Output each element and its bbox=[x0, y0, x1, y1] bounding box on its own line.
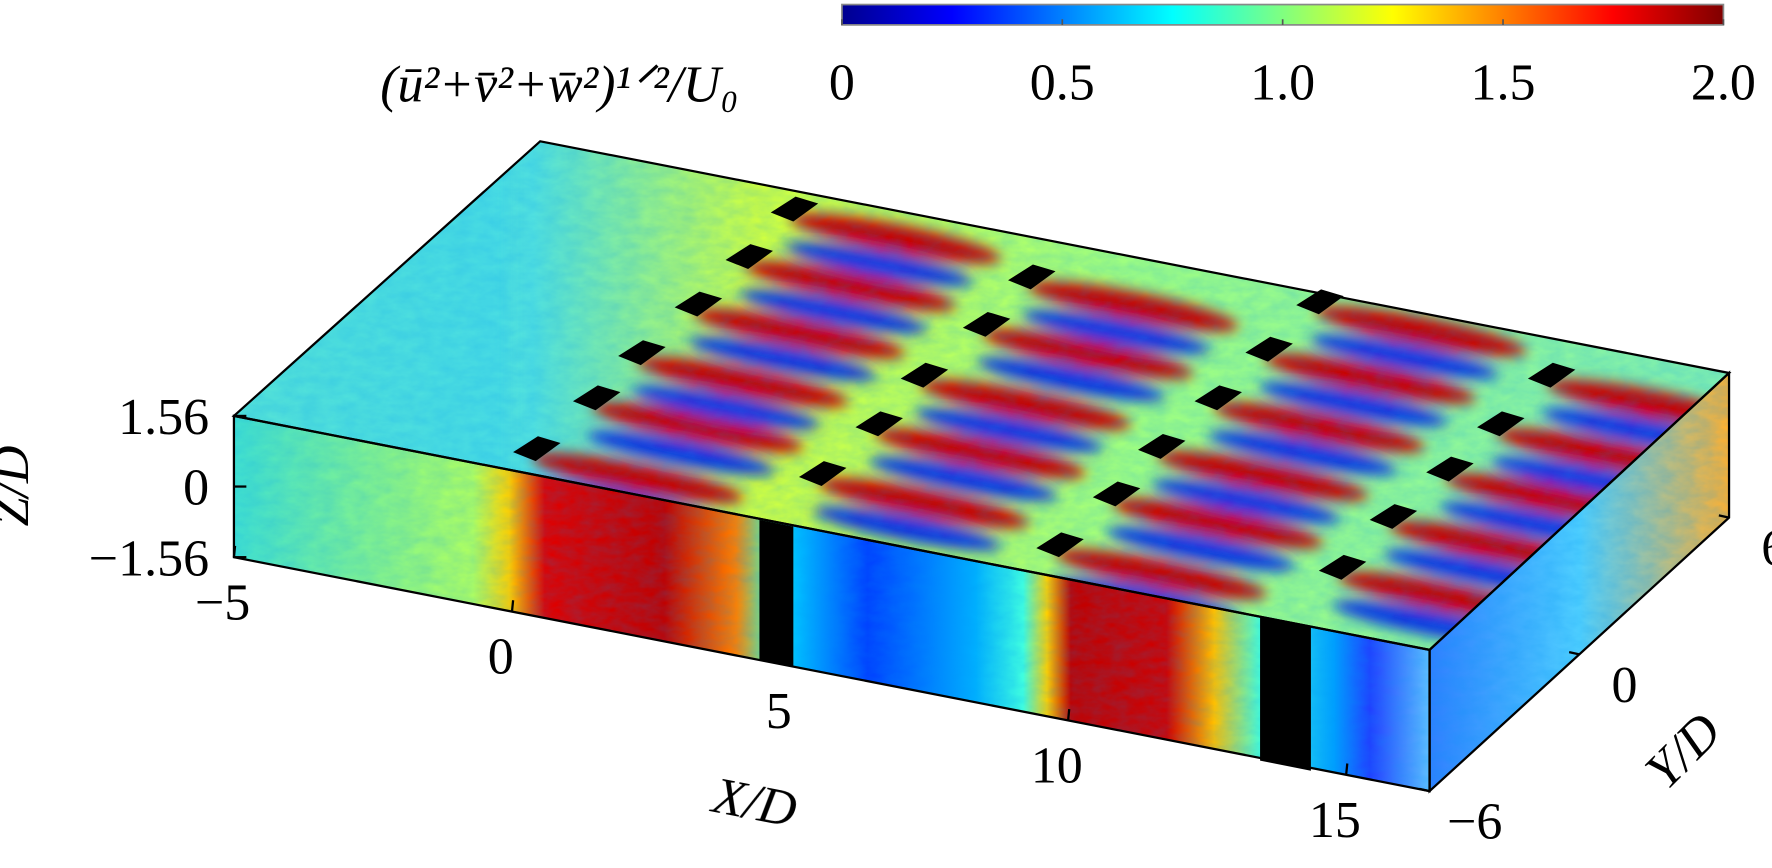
cylinder bbox=[1245, 336, 1293, 362]
x-tick-label: 10 bbox=[1031, 738, 1083, 795]
y-tick-label: −6 bbox=[1447, 794, 1502, 851]
cylinder bbox=[1092, 481, 1141, 507]
x-tick bbox=[510, 600, 515, 612]
y-axis-label: Y/D bbox=[1635, 702, 1732, 799]
cylinder bbox=[572, 385, 621, 411]
y-tick bbox=[1419, 787, 1430, 793]
z-tick-label: 0 bbox=[183, 460, 209, 517]
cylinder bbox=[798, 461, 847, 486]
cylinder-section bbox=[759, 519, 794, 667]
cylinders bbox=[513, 196, 1576, 580]
colorbar-tick-label: 1.0 bbox=[1250, 54, 1315, 111]
colorbar-tick-label: 0.5 bbox=[1030, 54, 1095, 111]
z-tick-label: −1.56 bbox=[89, 530, 209, 587]
colorbar-tick-label: 1.5 bbox=[1471, 54, 1536, 111]
y-tick bbox=[1718, 514, 1730, 519]
cylinder bbox=[855, 411, 903, 437]
cylinder bbox=[1318, 554, 1367, 580]
z-tick-label: 1.56 bbox=[118, 389, 209, 446]
x-tick-label: 0 bbox=[488, 629, 514, 686]
cylinder bbox=[1036, 532, 1084, 558]
x-tick bbox=[788, 654, 793, 667]
x-tick bbox=[1066, 708, 1071, 721]
cylinder bbox=[1138, 434, 1186, 459]
z-axis-label: Z/D bbox=[0, 446, 40, 527]
cylinder bbox=[770, 196, 819, 222]
cylinder bbox=[513, 436, 561, 462]
x-tick bbox=[232, 545, 237, 558]
cylinder bbox=[725, 244, 773, 270]
top-texture bbox=[233, 141, 1730, 650]
cylinder bbox=[962, 311, 1011, 337]
front-texture bbox=[233, 415, 1430, 792]
cylinder bbox=[618, 340, 666, 366]
cylinder bbox=[900, 362, 949, 388]
cylinder bbox=[1527, 362, 1576, 388]
cylinder bbox=[1194, 385, 1242, 411]
cylinder bbox=[1426, 456, 1474, 482]
side-texture bbox=[1429, 372, 1730, 792]
x-axis-label: X/D bbox=[706, 767, 801, 839]
colorbar-tick-label: 2.0 bbox=[1691, 54, 1756, 111]
cylinder-section bbox=[1260, 615, 1311, 771]
x-tick-label: 15 bbox=[1309, 792, 1361, 849]
x-tick bbox=[1345, 763, 1349, 775]
cylinder bbox=[1369, 504, 1418, 529]
colorbar-tick-label: 0 bbox=[829, 54, 855, 111]
cylinder bbox=[674, 291, 723, 317]
colorbar-label: (ū²+v̄²+w̄²)¹ᐟ²/U₀ bbox=[380, 57, 738, 114]
x-tick-label: −5 bbox=[195, 574, 250, 631]
y-tick bbox=[1568, 651, 1580, 656]
y-tick-label: 0 bbox=[1612, 657, 1638, 714]
cylinder bbox=[1477, 411, 1525, 437]
y-tick-label: 6 bbox=[1761, 520, 1772, 577]
x-tick-label: 5 bbox=[766, 683, 792, 740]
cylinder bbox=[1008, 264, 1056, 290]
